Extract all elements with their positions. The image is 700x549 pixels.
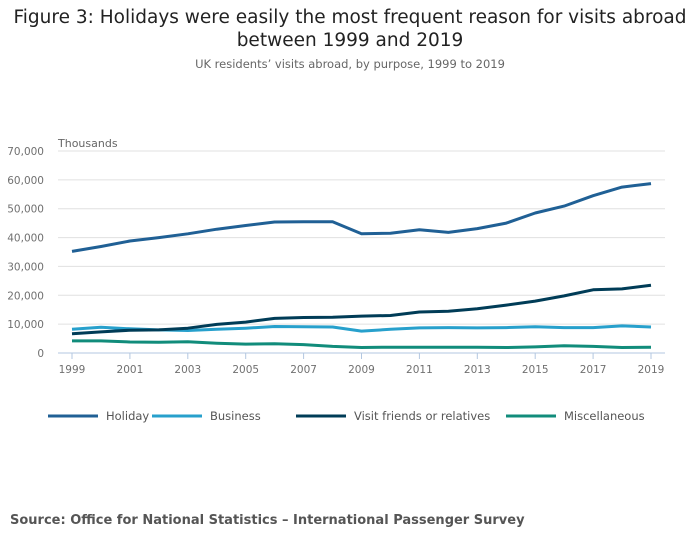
x-tick-label: 2001: [117, 364, 144, 376]
y-tick-label: 30,000: [7, 261, 44, 273]
x-tick-label: 2015: [522, 364, 549, 376]
series-line-holiday: [71, 182, 652, 253]
chart-subtitle: UK residents’ visits abroad, by purpose,…: [195, 57, 505, 71]
x-tick-label: 2017: [580, 364, 607, 376]
y-tick-label: 20,000: [7, 290, 44, 302]
legend-label: Business: [210, 409, 261, 423]
series-line-visit-friends-or-relatives: [71, 283, 652, 336]
x-tick-label: 2007: [290, 364, 317, 376]
y-tick-label: 50,000: [7, 204, 44, 216]
series-line-miscellaneous: [72, 339, 652, 349]
y-axis-label: Thousands: [57, 137, 118, 150]
y-tick-label: 0: [37, 348, 44, 360]
x-tick-label: 2005: [232, 364, 259, 376]
legend-label: Visit friends or relatives: [354, 409, 490, 423]
legend-label: Holiday: [106, 409, 149, 423]
legend-label: Miscellaneous: [564, 409, 645, 423]
x-tick-label: 2019: [638, 364, 665, 376]
y-tick-label: 70,000: [7, 146, 44, 158]
y-tick-label: 60,000: [7, 175, 44, 187]
x-tick-label: 2011: [406, 364, 433, 376]
x-tick-label: 1999: [59, 364, 86, 376]
y-tick-label: 10,000: [7, 319, 44, 331]
x-tick-label: 2003: [174, 364, 201, 376]
source-note: Source: Office for National Statistics –…: [10, 513, 525, 528]
y-tick-label: 40,000: [7, 233, 44, 245]
x-tick-label: 2013: [464, 364, 491, 376]
chart-title: Figure 3: Holidays were easily the most …: [13, 7, 687, 51]
x-tick-label: 2009: [348, 364, 375, 376]
line-chart: Thousands 0 10,000 20,000 30,000 40,000 50,00…: [7, 137, 665, 423]
